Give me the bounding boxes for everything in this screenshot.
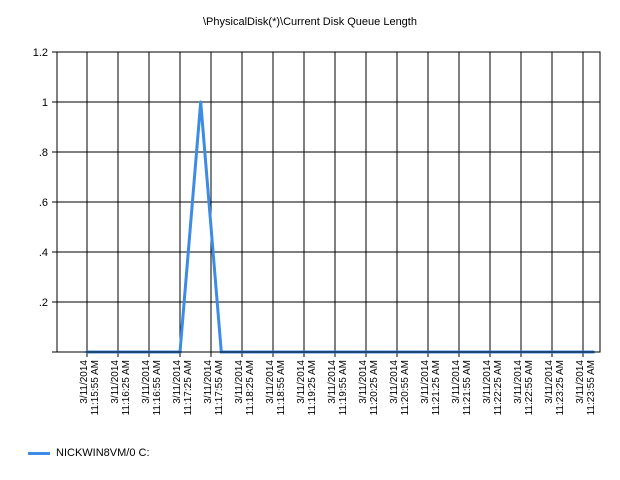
x-tick-label: 3/11/2014 11:16:25 AM	[110, 360, 132, 416]
legend-swatch	[28, 451, 50, 455]
x-tick-time: 11:16:25 AM	[121, 360, 132, 415]
x-tick-label: 3/11/2014 11:23:55 AM	[575, 360, 597, 416]
y-tick-label: .2	[39, 297, 48, 309]
x-tick-label: 3/11/2014 11:19:55 AM	[327, 360, 349, 416]
x-tick-date: 3/11/2014	[451, 360, 462, 404]
x-tick-label: 3/11/2014 11:23:25 AM	[544, 360, 566, 416]
x-tick-time: 11:23:25 AM	[555, 360, 566, 415]
x-tick-label: 3/11/2014 11:21:25 AM	[420, 360, 442, 416]
grid	[57, 51, 600, 353]
x-tick-label: 3/11/2014 11:22:25 AM	[482, 360, 504, 416]
x-tick-date: 3/11/2014	[110, 360, 121, 404]
x-tick-date: 3/11/2014	[544, 360, 555, 404]
x-tick-time: 11:21:55 AM	[462, 360, 473, 415]
x-tick-date: 3/11/2014	[513, 360, 524, 404]
x-tick-time: 11:17:55 AM	[214, 360, 225, 415]
x-tick-label: 3/11/2014 11:17:25 AM	[172, 360, 194, 416]
x-tick-time: 11:20:25 AM	[369, 360, 380, 415]
x-tick-date: 3/11/2014	[389, 360, 400, 404]
x-tick-time: 11:19:55 AM	[338, 360, 349, 415]
x-tick-date: 3/11/2014	[327, 360, 338, 404]
x-tick-label: 3/11/2014 11:17:55 AM	[203, 360, 225, 416]
x-tick-time: 11:22:25 AM	[493, 360, 504, 415]
y-tick-label: 1	[42, 97, 48, 109]
x-tick-time: 11:18:25 AM	[245, 360, 256, 415]
x-tick-date: 3/11/2014	[296, 360, 307, 404]
x-tick-time: 11:18:55 AM	[276, 360, 287, 415]
y-tick-label: .8	[39, 147, 48, 159]
legend-label: NICKWIN8VM/0 C:	[56, 447, 150, 459]
x-tick-time: 11:20:55 AM	[400, 360, 411, 415]
x-tick-time: 11:15:55 AM	[90, 360, 101, 415]
x-tick-label: 3/11/2014 11:15:55 AM	[79, 360, 101, 416]
x-tick-label: 3/11/2014 11:19:25 AM	[296, 360, 318, 416]
x-tick-time: 11:19:25 AM	[307, 360, 318, 415]
x-tick-label: 3/11/2014 11:18:55 AM	[265, 360, 287, 416]
x-tick-label: 3/11/2014 11:16:55 AM	[141, 360, 163, 416]
y-axis-ticks: .2 .4 .6 .8 1 1.2	[33, 47, 57, 353]
data-point	[199, 100, 203, 104]
y-tick-label: .4	[39, 247, 48, 259]
y-tick-label: 1.2	[33, 47, 48, 59]
x-tick-date: 3/11/2014	[420, 360, 431, 404]
x-tick-date: 3/11/2014	[141, 360, 152, 404]
x-tick-label: 3/11/2014 11:20:25 AM	[358, 360, 380, 416]
y-tick-label: .6	[39, 197, 48, 209]
x-tick-label: 3/11/2014 11:22:55 AM	[513, 360, 535, 416]
x-tick-date: 3/11/2014	[172, 360, 183, 404]
x-tick-date: 3/11/2014	[265, 360, 276, 404]
x-tick-date: 3/11/2014	[482, 360, 493, 404]
x-tick-time: 11:23:55 AM	[586, 360, 597, 415]
x-tick-date: 3/11/2014	[358, 360, 369, 404]
x-tick-label: 3/11/2014 11:21:55 AM	[451, 360, 473, 416]
x-tick-date: 3/11/2014	[79, 360, 90, 404]
x-tick-date: 3/11/2014	[203, 360, 214, 404]
legend: NICKWIN8VM/0 C:	[28, 446, 150, 460]
x-tick-label: 3/11/2014 11:20:55 AM	[389, 360, 411, 416]
series-layer	[85, 100, 595, 354]
x-tick-date: 3/11/2014	[575, 360, 586, 404]
series-line	[87, 101, 594, 354]
chart-title: \PhysicalDisk(*)\Current Disk Queue Leng…	[203, 16, 417, 28]
x-tick-time: 11:21:25 AM	[431, 360, 442, 415]
x-tick-label: 3/11/2014 11:18:25 AM	[234, 360, 256, 416]
x-tick-time: 11:17:25 AM	[183, 360, 194, 415]
x-tick-time: 11:16:55 AM	[152, 360, 163, 415]
x-axis-ticks: 3/11/2014 11:15:55 AM 3/11/2014 11:16:25 AM…	[79, 352, 597, 415]
x-tick-date: 3/11/2014	[234, 360, 245, 404]
plot-frame	[56, 51, 601, 353]
x-tick-time: 11:22:55 AM	[524, 360, 535, 415]
